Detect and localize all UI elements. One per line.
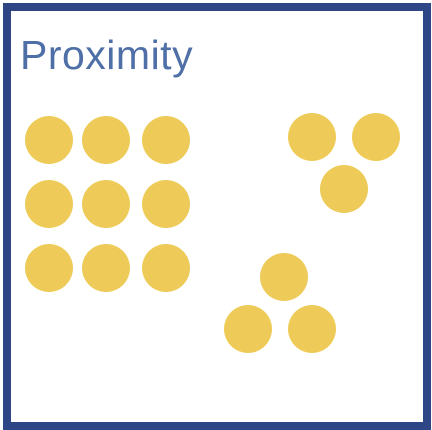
dot [142,244,190,292]
dot [25,244,73,292]
dots-canvas [25,113,400,353]
diagram-title: Proximity [20,32,194,78]
dot-group-grid [25,116,190,292]
dot [82,180,130,228]
dot [288,113,336,161]
dot-group-triangle-top-right [288,113,400,213]
dot-group-triangle-bottom [224,253,336,353]
dot [25,180,73,228]
diagram-frame: Proximity [3,3,431,430]
dot [260,253,308,301]
dot [142,180,190,228]
dot [82,116,130,164]
dot [82,244,130,292]
dot [142,116,190,164]
dot [288,305,336,353]
dot [224,305,272,353]
dot [352,113,400,161]
dot [320,165,368,213]
dot [25,116,73,164]
